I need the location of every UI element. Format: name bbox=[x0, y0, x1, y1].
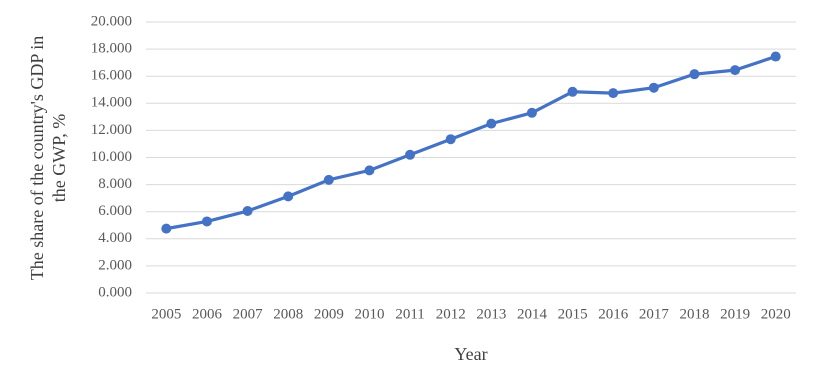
x-tick-label: 2020 bbox=[761, 306, 791, 322]
y-axis-title-line: The share of the country's GDP in bbox=[27, 36, 47, 281]
x-tick-label: 2018 bbox=[679, 306, 709, 322]
x-tick-label: 2011 bbox=[395, 306, 424, 322]
x-tick-label: 2019 bbox=[720, 306, 750, 322]
x-tick-label: 2014 bbox=[517, 306, 548, 322]
y-tick-label: 2.000 bbox=[98, 257, 132, 273]
x-tick-label: 2010 bbox=[354, 306, 384, 322]
marker bbox=[486, 118, 497, 129]
y-tick-label: 20.000 bbox=[91, 13, 132, 29]
marker bbox=[770, 51, 781, 62]
x-tick-label: 2007 bbox=[233, 306, 264, 322]
x-tick-label: 2008 bbox=[273, 306, 303, 322]
y-tick-label: 10.000 bbox=[91, 149, 132, 165]
marker bbox=[445, 134, 456, 145]
y-tick-label: 0.000 bbox=[98, 284, 132, 300]
y-tick-label: 14.000 bbox=[91, 95, 132, 111]
x-tick-label: 2009 bbox=[314, 306, 344, 322]
marker bbox=[730, 65, 741, 76]
y-tick-label: 12.000 bbox=[91, 122, 132, 138]
marker bbox=[608, 88, 619, 99]
marker bbox=[567, 86, 578, 97]
y-tick-label: 4.000 bbox=[98, 230, 132, 246]
marker bbox=[648, 82, 659, 93]
y-tick-label: 16.000 bbox=[91, 68, 132, 84]
marker bbox=[201, 216, 212, 227]
x-tick-label: 2017 bbox=[639, 306, 670, 322]
x-axis-title: Year bbox=[454, 344, 487, 364]
y-axis-title-line: the GWP, % bbox=[49, 114, 69, 203]
x-tick-label: 2012 bbox=[436, 306, 466, 322]
marker bbox=[161, 223, 172, 234]
y-tick-label: 6.000 bbox=[98, 203, 132, 219]
marker bbox=[689, 69, 700, 80]
marker bbox=[283, 191, 294, 202]
x-tick-label: 2005 bbox=[151, 306, 181, 322]
y-axis-title: The share of the country's GDP in the GW… bbox=[27, 36, 69, 281]
x-tick-label: 2015 bbox=[558, 306, 588, 322]
x-tick-label: 2006 bbox=[192, 306, 223, 322]
marker bbox=[364, 165, 375, 176]
x-tick-label: 2016 bbox=[598, 306, 629, 322]
marker bbox=[526, 107, 537, 118]
x-tick-label: 2013 bbox=[476, 306, 506, 322]
marker bbox=[242, 206, 253, 217]
line bbox=[166, 55, 777, 231]
marker bbox=[405, 149, 416, 160]
y-tick-label: 8.000 bbox=[98, 176, 132, 192]
y-tick-label: 18.000 bbox=[91, 41, 132, 57]
marker bbox=[323, 174, 334, 185]
